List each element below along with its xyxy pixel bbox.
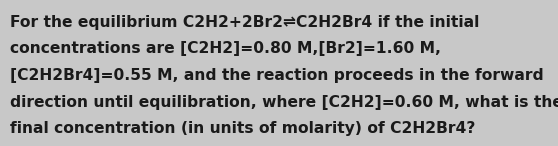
- Text: concentrations are [C2H2]=0.80 M,[Br2]=1.60 M,: concentrations are [C2H2]=0.80 M,[Br2]=1…: [10, 41, 441, 56]
- Text: final concentration (in units of molarity) of C2H2Br4?: final concentration (in units of molarit…: [10, 121, 475, 137]
- Text: For the equilibrium C2H2+2Br2⇌C2H2Br4 if the initial: For the equilibrium C2H2+2Br2⇌C2H2Br4 if…: [10, 15, 479, 30]
- Text: direction until equilibration, where [C2H2]=0.60 M, what is the: direction until equilibration, where [C2…: [10, 95, 558, 110]
- Text: [C2H2Br4]=0.55 M, and the reaction proceeds in the forward: [C2H2Br4]=0.55 M, and the reaction proce…: [10, 68, 543, 83]
